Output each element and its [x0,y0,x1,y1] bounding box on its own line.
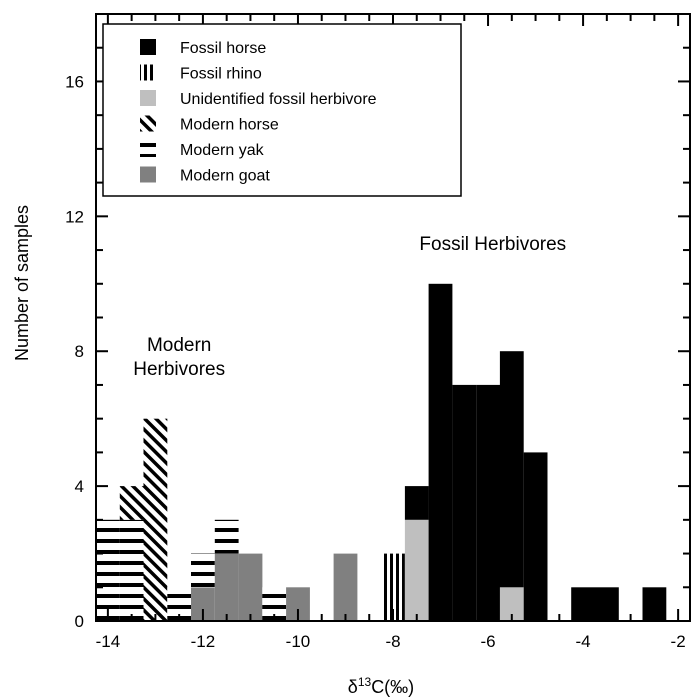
bar-modern-horse-1 [119,486,144,520]
x-tick-label: -8 [385,632,400,651]
bar-modern-goat-4 [191,587,215,621]
bar-fossil-horse-12 [428,283,453,621]
legend-swatch-modern-yak [140,141,156,157]
bar-fossil-horse-13 [452,384,477,621]
x-tick-label: -2 [671,632,686,651]
y-tick-label: 16 [65,72,84,91]
legend-label-fossil-horse: Fossil horse [180,40,266,57]
bar-unidentified-fossil-herbivore-15 [499,587,524,621]
bar-fossil-horse-18 [595,587,619,621]
bar-fossil-horse-11 [404,486,429,520]
x-tick-label: -4 [576,632,591,651]
bar-modern-yak-7 [262,587,287,621]
chart-annotations: Modern Herbivores Fossil Herbivores [133,234,566,380]
legend-label-modern-yak: Modern yak [180,142,265,159]
x-tick-label: -6 [480,632,495,651]
bar-modern-yak-4 [191,553,215,588]
legend-label-modern-horse: Modern horse [180,117,279,134]
legend-label-unidentified-fossil-herbivore: Unidentified fossil herbivore [180,91,377,108]
chart-legend: Fossil horse Fossil rhino Unidentified fos… [102,23,462,197]
bar-fossil-horse-15 [499,351,524,588]
bar-fossil-horse-14 [476,384,500,621]
y-tick-label: 0 [75,612,84,631]
bar-modern-yak-3 [167,587,192,621]
chart-axes: -14 -12 -10 -8 -6 -4 -2 0 4 8 12 16 [65,13,691,651]
legend-swatch-fossil-rhino [140,64,156,81]
legend-swatch-unidentified-fossil-herbivore [140,90,156,106]
y-tick-label: 12 [65,207,84,226]
bar-modern-goat-6 [238,553,263,621]
y-tick-label: 8 [75,342,84,361]
legend-label-fossil-rhino: Fossil rhino [180,66,262,83]
bar-fossil-horse-16 [523,452,548,621]
bar-modern-goat-5 [214,553,239,621]
bar-fossil-horse-19 [642,587,667,621]
bar-unidentified-fossil-herbivore-11 [404,519,429,621]
legend-swatch-modern-goat [140,166,156,183]
bar-modern-yak-0 [96,519,120,621]
legend-swatch-fossil-horse [140,39,156,55]
x-tick-label: -10 [286,632,311,651]
y-axis-title: Number of samples [12,205,32,361]
bar-modern-yak-5 [214,519,239,554]
bar-modern-goat-8 [286,587,310,621]
x-tick-label: -14 [96,632,121,651]
y-tick-label: 4 [75,477,84,496]
histogram-bars [96,283,667,621]
x-axis-title: δ13C(‰) [348,675,414,697]
legend-swatch-modern-horse [140,115,156,132]
x-tick-label: -12 [191,632,216,651]
bar-modern-yak-1 [119,519,144,621]
bar-fossil-rhino-10 [381,553,405,621]
bar-modern-horse-2 [143,418,168,621]
annotation-0: Modern Herbivores [133,335,225,380]
annotation-1: Fossil Herbivores [419,234,566,255]
legend-label-modern-goat: Modern goat [180,168,270,185]
legend-box [102,23,462,197]
bar-modern-goat-9 [333,553,358,621]
bar-fossil-horse-17 [571,587,595,621]
